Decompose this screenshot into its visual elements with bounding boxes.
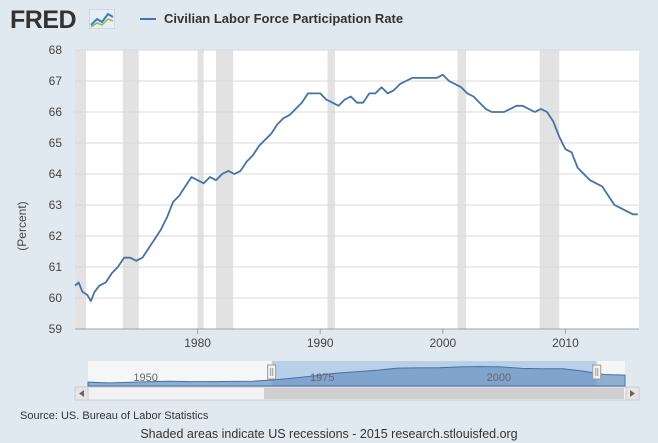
recession-bands [75, 50, 560, 329]
y-tick-label: 59 [49, 322, 63, 336]
navigator-label: 2000 [487, 372, 511, 384]
legend-label: Civilian Labor Force Participation Rate [164, 11, 404, 26]
y-tick-label: 61 [49, 260, 63, 274]
chart-legend[interactable]: Civilian Labor Force Participation Rate [140, 11, 403, 26]
recession-band-2 [197, 50, 204, 329]
navigator-handle-right[interactable] [592, 364, 602, 380]
y-tick-label: 67 [49, 74, 63, 88]
recession-band-6 [539, 50, 560, 329]
y-tick-label: 66 [49, 105, 63, 119]
recession-band-0 [75, 50, 87, 329]
x-tick-label: 1980 [184, 336, 211, 350]
range-navigator[interactable]: 1950 1975 2000 [74, 361, 640, 401]
recession-band-3 [216, 50, 234, 329]
y-tick-label: 64 [49, 167, 63, 181]
x-tick-label: 2000 [429, 336, 456, 350]
y-tick-label: 60 [49, 291, 63, 305]
legend-swatch [140, 17, 156, 20]
navigator-series [87, 365, 626, 387]
y-tick-label: 68 [49, 43, 63, 57]
axes: 59 60 61 62 63 64 65 66 67 68 1980 1990 2000 2010 [49, 43, 639, 350]
fred-logo[interactable]: FRED [10, 6, 77, 34]
arrow-right-icon [630, 390, 635, 397]
x-tick-label: 1990 [307, 336, 334, 350]
arrow-left-icon [79, 390, 84, 397]
y-axis-label: (Percent) [15, 201, 29, 250]
recession-band-1 [122, 50, 139, 329]
recession-band-4 [327, 50, 335, 329]
navigator-label: 1950 [133, 372, 157, 384]
navigator-label: 1975 [310, 372, 334, 384]
y-tick-label: 63 [49, 198, 63, 212]
header: FRED Civilian Labor Force Participation … [0, 0, 658, 40]
y-tick-label: 65 [49, 136, 63, 150]
recession-band-5 [457, 50, 467, 329]
x-tick-label: 2010 [552, 336, 579, 350]
series-line-0 [74, 73, 638, 303]
scrollbar-thumb[interactable] [264, 388, 624, 399]
recession-note[interactable]: Shaded areas indicate US recessions - 20… [140, 427, 518, 441]
chart-line-icon [89, 9, 115, 29]
line-chart: 59 60 61 62 63 64 65 66 67 68 1980 1990 2000 2010 (Pe… [15, 43, 640, 401]
navigator-handle-left[interactable] [267, 364, 277, 380]
source-note: Source: US. Bureau of Labor Statistics [20, 410, 209, 422]
y-tick-label: 62 [49, 229, 63, 243]
series-layer [74, 73, 638, 303]
